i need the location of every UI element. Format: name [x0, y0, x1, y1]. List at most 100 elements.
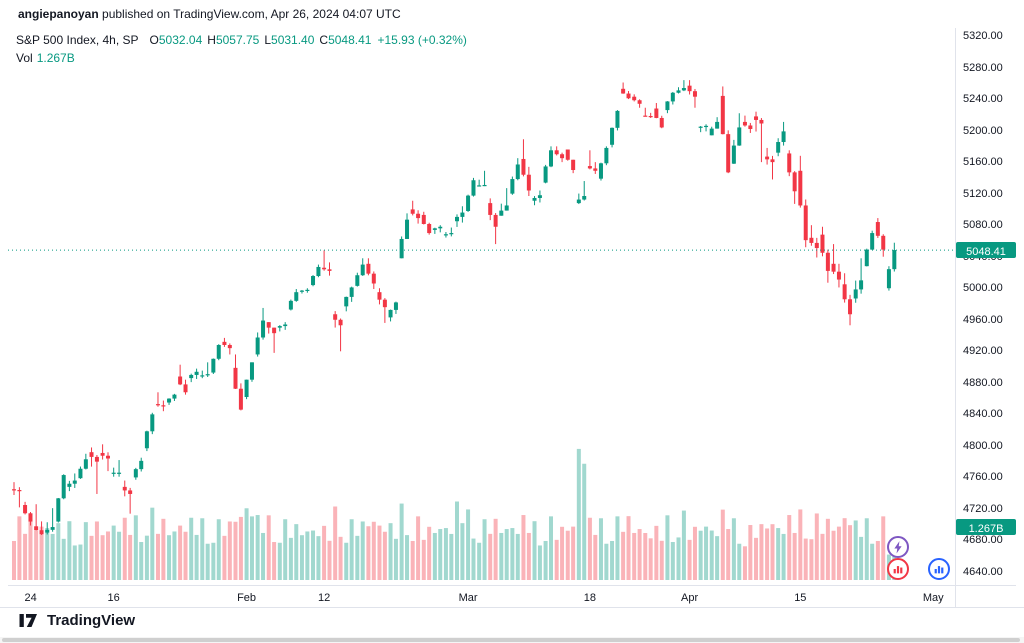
candle-wick — [522, 139, 524, 177]
scrollbar-thumb[interactable] — [2, 638, 1020, 642]
candle-body — [892, 250, 897, 270]
volume-bar — [12, 540, 16, 580]
candle-body — [698, 126, 703, 128]
low-value: 5031.40 — [271, 33, 315, 47]
volume-bar — [704, 526, 709, 580]
candle-wick — [279, 325, 281, 332]
candle-wick — [96, 455, 98, 494]
candle-body — [89, 452, 94, 457]
volume-bar — [277, 542, 282, 580]
volume-bar — [371, 521, 376, 580]
candle-body — [327, 269, 332, 271]
candle-wick — [583, 181, 585, 201]
volume-bar — [532, 521, 537, 580]
candle-body — [161, 405, 166, 407]
candle-wick — [412, 200, 414, 216]
time-axis-label: 24 — [24, 592, 37, 604]
volume-bar — [659, 540, 664, 580]
volume-bar — [23, 533, 28, 580]
volume-bar — [460, 523, 465, 580]
volume-bar — [216, 519, 221, 580]
volume-bar — [670, 542, 675, 580]
publish-header: angiepanoyan published on TradingView.co… — [18, 7, 401, 21]
volume-bar — [781, 533, 786, 580]
candle-body — [72, 480, 77, 484]
volume-bar — [731, 518, 736, 580]
volume-bar — [853, 520, 858, 580]
volume-bar — [825, 518, 830, 580]
volume-bar — [776, 528, 781, 580]
candle-body — [261, 320, 266, 338]
candle-wick — [323, 250, 325, 271]
candle-body — [886, 269, 891, 289]
volume-bar — [526, 532, 531, 580]
change-value: +15.93 (+0.32%) — [377, 33, 467, 47]
volume-bar — [499, 532, 504, 580]
volume-bar — [360, 521, 365, 580]
candle-body — [842, 284, 847, 300]
volume-bar — [814, 513, 819, 580]
candle-body — [255, 337, 260, 355]
time-axis-label: Apr — [681, 592, 699, 604]
volume-bar — [155, 533, 160, 580]
volume-bar — [100, 535, 105, 580]
candle-body — [831, 263, 836, 272]
candle-wick — [766, 147, 768, 165]
idea-chart-icon-blue[interactable] — [928, 558, 950, 580]
volume-bar — [477, 542, 482, 580]
price-axis-label: 4760.00 — [963, 471, 1003, 484]
time-axis[interactable]: 24 16 Feb 12 Mar 18 Apr 15 May — [8, 585, 1016, 608]
volume-bar — [637, 529, 642, 580]
volume-bar — [294, 524, 299, 580]
tradingview-logo[interactable]: TradingView — [18, 612, 135, 629]
volume-bar — [338, 536, 343, 580]
candle-wick — [760, 118, 762, 163]
candle-body — [61, 475, 66, 499]
candle-wick — [500, 203, 502, 216]
candle-body — [643, 115, 648, 117]
idea-chart-icon-red[interactable] — [887, 558, 909, 580]
symbol-title[interactable]: S&P 500 Index, 4h, SP — [16, 33, 139, 47]
volume-bar — [161, 518, 166, 580]
candle-body — [759, 119, 764, 124]
volume-bar — [593, 534, 598, 580]
price-axis-label: 4960.00 — [963, 313, 1003, 326]
candle-body — [754, 116, 759, 120]
volume-bar — [875, 540, 880, 580]
volume-bar — [72, 545, 77, 580]
candle-body — [665, 101, 670, 111]
volume-bar — [139, 542, 144, 580]
candle-wick — [495, 213, 497, 245]
volume-bar — [178, 525, 183, 580]
candle-body — [322, 267, 327, 270]
volume-bar — [432, 532, 437, 580]
volume-bar — [311, 530, 316, 580]
boost-lightning-icon[interactable] — [887, 536, 909, 558]
candle-wick — [273, 327, 275, 353]
volume-bar — [194, 534, 199, 580]
volume-bar — [787, 515, 792, 580]
candle-body — [681, 88, 686, 91]
candle-body — [50, 527, 55, 530]
volume-bar — [571, 526, 576, 580]
volume-bar — [366, 526, 371, 580]
volume-bar — [438, 529, 443, 580]
candle-body — [443, 234, 448, 236]
horizontal-scrollbar[interactable] — [0, 637, 1024, 643]
candle-wick — [578, 193, 580, 205]
candle-body — [222, 341, 227, 345]
candle-body — [67, 483, 72, 487]
candle-body — [366, 263, 371, 274]
candle-body — [715, 121, 720, 129]
candle-body — [571, 159, 576, 170]
candle-body — [150, 414, 155, 432]
volume-bar — [792, 532, 797, 580]
candle-body — [56, 498, 61, 522]
candle-wick — [229, 343, 231, 355]
candle-body — [238, 388, 243, 410]
volume-bar — [327, 540, 332, 580]
candle-body — [139, 460, 144, 470]
volume-bar — [587, 517, 592, 580]
